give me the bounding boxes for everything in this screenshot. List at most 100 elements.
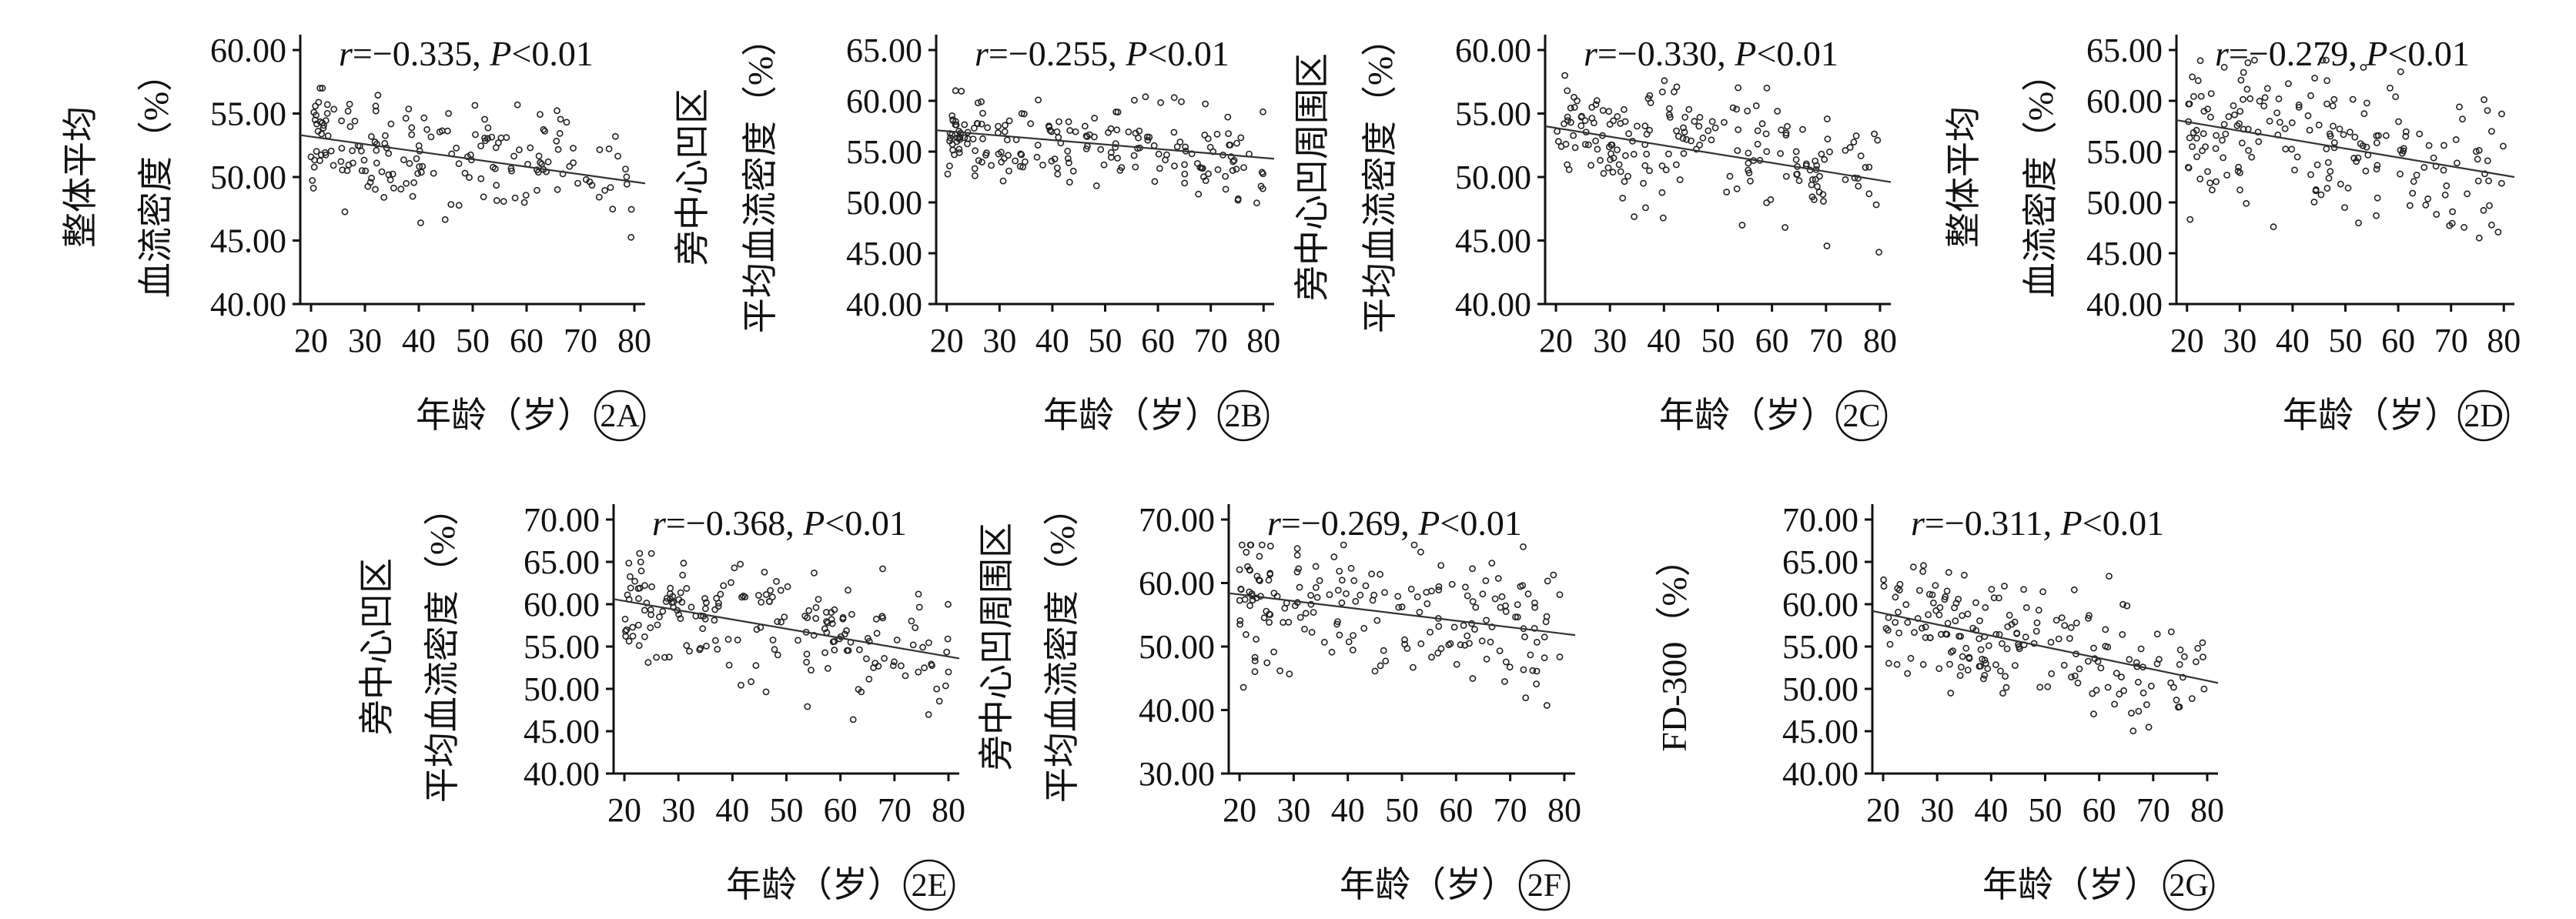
scatter-point <box>2220 154 2226 162</box>
scatter-point <box>769 637 777 643</box>
scatter-point <box>544 158 552 165</box>
scatter-point <box>2480 206 2487 214</box>
scatter-point <box>2494 229 2502 236</box>
scatter-point <box>1521 633 1528 640</box>
scatter-point <box>1999 690 2006 697</box>
scatter-point <box>1280 619 1286 627</box>
scatter-point <box>1457 641 1464 649</box>
scatter-point <box>1738 222 1746 229</box>
scatter-point <box>724 636 732 643</box>
scatter-point <box>1066 179 1073 186</box>
scatter-point <box>1336 631 1343 639</box>
scatter-point <box>1428 653 1435 661</box>
scatter-point <box>586 178 594 185</box>
scatter-point <box>1865 163 1873 171</box>
scatter-point <box>627 206 635 213</box>
scatter-point <box>1997 667 2004 675</box>
scatter-point <box>1520 666 1527 673</box>
trend-line <box>935 129 1275 160</box>
scatter-point <box>765 598 773 605</box>
scatter-point <box>1362 582 1370 590</box>
scatter-point <box>372 102 380 110</box>
x-tick-label: 30 <box>661 791 695 829</box>
stat-p-value: <0.01 <box>825 503 906 543</box>
scatter-point <box>1533 680 1540 687</box>
scatter-point <box>2425 142 2433 149</box>
scatter-point <box>1607 150 1614 158</box>
scatter-point <box>921 664 928 672</box>
y-tick-label: 65.00 <box>524 543 600 581</box>
scatter-point <box>2194 644 2202 652</box>
scatter-point <box>1922 623 1929 630</box>
panel-tag-circle <box>2457 389 2510 442</box>
scatter-point <box>1524 590 1532 598</box>
scatter-point <box>2084 657 2092 665</box>
scatter-point <box>516 146 523 154</box>
stat-annotation: r=−0.255, P<0.01 <box>975 34 1229 73</box>
scatter-point <box>1307 600 1315 608</box>
scatter-point <box>1793 171 1801 178</box>
scatter-point <box>366 179 374 186</box>
scatter-point <box>403 179 410 187</box>
scatter-point <box>2022 633 2029 641</box>
scatter-point <box>1236 617 1244 624</box>
scatter-point <box>686 647 693 655</box>
scatter-point <box>1483 617 1490 624</box>
scatter-point <box>1902 601 1910 608</box>
scatter-point <box>1949 647 1956 654</box>
y-tick-label: 50.00 <box>2086 184 2163 222</box>
trend-line <box>1544 125 1892 183</box>
y-tick-label: 55.00 <box>1455 95 1531 133</box>
scatter-point <box>2295 103 2303 111</box>
scatter-point <box>346 123 354 130</box>
y-axis-label: 平均血流密度（%） <box>423 490 462 803</box>
trend-line <box>299 134 646 185</box>
scatter-point <box>703 599 710 607</box>
scatter-point <box>975 157 982 164</box>
scatter-point <box>2387 85 2394 92</box>
scatter-point <box>2076 665 2083 673</box>
x-tick-label: 70 <box>1809 322 1843 359</box>
stat-r-symbol: r <box>652 503 667 543</box>
scatter-point <box>1581 141 1589 148</box>
scatter-point <box>1975 663 1983 670</box>
y-tick-label: 40.00 <box>1455 286 1531 323</box>
scatter-point <box>1550 571 1557 579</box>
scatter-point <box>955 145 963 153</box>
scatter-point <box>2452 135 2460 143</box>
scatter-point <box>2220 64 2228 71</box>
scatter-point <box>683 585 691 592</box>
scatter-point <box>2184 163 2192 171</box>
scatter-point <box>889 662 897 670</box>
scatter-point <box>2319 56 2327 64</box>
scatter-point <box>879 614 887 622</box>
scatter-point <box>2453 159 2461 167</box>
scatter-point <box>1000 155 1008 162</box>
y-tick-label: 65.00 <box>846 32 922 69</box>
scatter-point <box>864 635 871 642</box>
scatter-point <box>339 166 346 174</box>
scatter-point <box>675 611 683 618</box>
scatter-point <box>1034 142 1042 149</box>
scatter-point <box>1334 618 1341 625</box>
scatter-point <box>2213 132 2220 139</box>
scatter-point <box>1778 126 1785 134</box>
scatter-point <box>767 586 774 594</box>
y-tick-label: 50.00 <box>1455 159 1531 196</box>
scatter-point <box>1091 115 1098 122</box>
scatter-point <box>415 142 423 149</box>
scatter-point <box>2006 611 2013 619</box>
scatter-point <box>1255 576 1263 583</box>
scatter-point <box>2360 110 2368 118</box>
scatter-point <box>1952 617 1959 625</box>
scatter-point <box>1556 591 1564 598</box>
scatter-point <box>768 593 776 601</box>
scatter-point <box>327 147 335 155</box>
scatter-point <box>2240 95 2246 103</box>
y-tick-label: 65.00 <box>1782 543 1858 581</box>
scatter-point <box>1483 655 1490 663</box>
scatter-point <box>1162 156 1169 164</box>
scatter-point <box>687 603 695 611</box>
scatter-point <box>2284 80 2292 87</box>
scatter-point <box>2362 167 2370 175</box>
